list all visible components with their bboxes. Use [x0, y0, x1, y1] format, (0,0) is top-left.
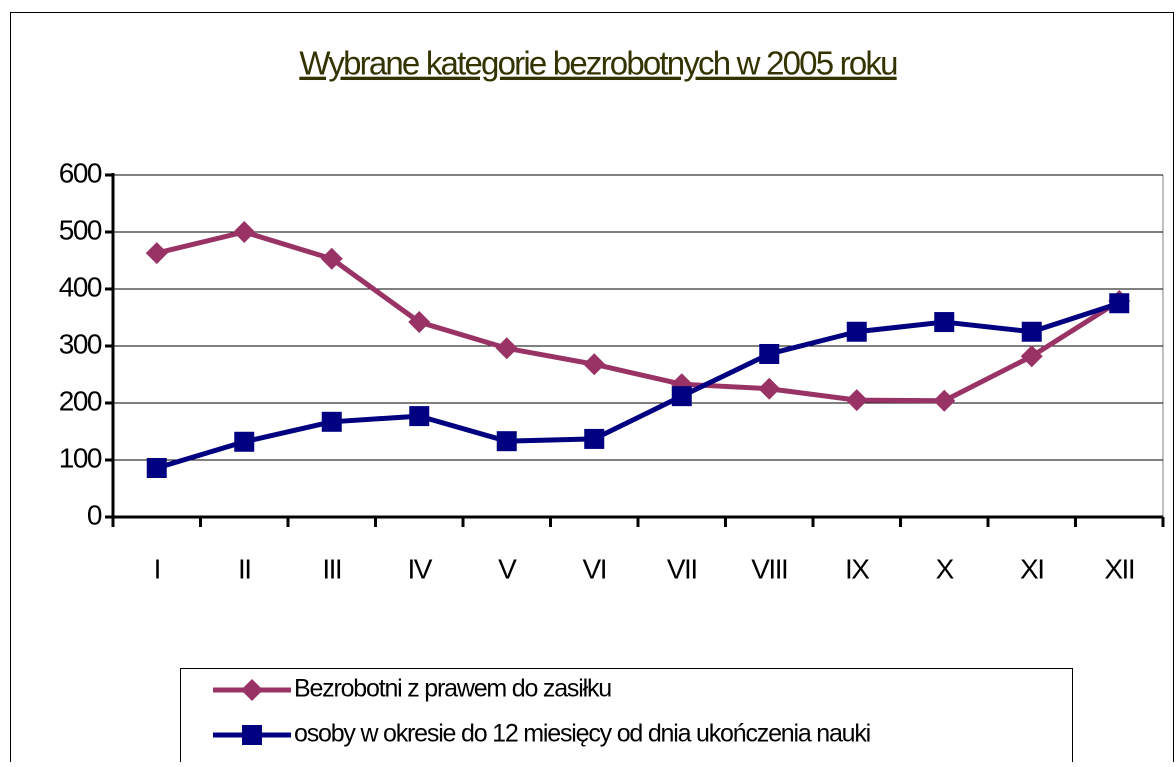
point: [583, 353, 606, 376]
point: [1020, 345, 1043, 368]
x-tick-label: VI: [583, 553, 606, 584]
series-line: [156, 229, 1121, 404]
point: [321, 411, 342, 432]
y-tick-label: 0: [87, 499, 102, 530]
point: [671, 386, 692, 407]
point: [145, 242, 168, 265]
y-tick-label: 400: [59, 271, 102, 302]
x-tick-label: IX: [845, 553, 870, 584]
point: [1021, 321, 1042, 342]
x-tick-label: X: [936, 553, 955, 584]
point: [241, 679, 263, 701]
point: [934, 312, 955, 333]
x-tick-label: IV: [408, 553, 433, 584]
x-tick-label: V: [498, 553, 517, 584]
y-tick-label: 600: [59, 157, 102, 188]
x-tick-label: VIII: [751, 553, 787, 584]
point: [496, 431, 517, 452]
x-tick-label: I: [154, 553, 160, 584]
chart-title: Wybrane kategorie bezrobotnych w 2005 ro…: [299, 45, 897, 82]
legend-label: Bezrobotni z prawem do zasiłku: [294, 675, 611, 703]
point: [234, 431, 255, 452]
point: [759, 343, 780, 364]
point: [584, 428, 605, 449]
y-tick-label: 100: [59, 442, 102, 473]
point: [845, 389, 868, 412]
point: [146, 457, 167, 478]
series-line: [156, 300, 1121, 471]
point: [846, 321, 867, 342]
y-tick-label: 300: [59, 328, 102, 359]
y-tick-label: 200: [59, 385, 102, 416]
point: [1109, 293, 1130, 314]
point: [242, 725, 262, 745]
point: [933, 389, 956, 412]
y-tick-label: 500: [59, 214, 102, 245]
point: [408, 311, 431, 334]
x-tick-label: II: [238, 553, 251, 584]
point: [320, 247, 343, 270]
x-tick-label: XII: [1104, 553, 1134, 584]
point: [233, 221, 256, 243]
x-tick-label: XI: [1020, 553, 1043, 584]
point: [758, 377, 781, 400]
point: [409, 406, 430, 427]
x-tick-label: VII: [667, 553, 697, 584]
chart-border: [10, 12, 1174, 767]
legend-box: [180, 668, 1073, 767]
legend-label: osoby w okresie do 12 miesięcy od dnia u…: [294, 720, 870, 748]
x-tick-label: III: [322, 553, 341, 584]
point: [495, 337, 518, 360]
